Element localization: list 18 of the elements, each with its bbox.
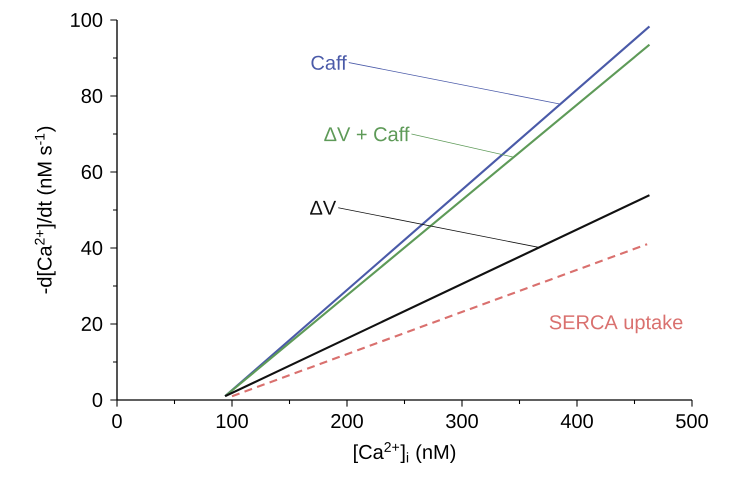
y-tick-label: 40 [81, 240, 102, 256]
x-tick-label: 0 [112, 414, 122, 428]
series-label: SERCA uptake [550, 314, 682, 334]
x-tick-label: 300 [446, 414, 478, 428]
y-axis-title: -d[Ca$^{2+}$]/dt (nM s$^{-1}$) [34, 126, 56, 294]
x-tick-label: 200 [331, 414, 363, 428]
x-tick-label: 400 [560, 414, 593, 428]
x-axis-title: [Ca$^{2+}$]$_{i}$ (nM) [354, 442, 456, 464]
text: Caff [311, 55, 347, 70]
y-tick-label: 60 [82, 164, 102, 180]
y-tick-label: 20 [82, 316, 102, 332]
y-tick-label: 0 [92, 392, 102, 408]
text: ΔV [310, 200, 336, 215]
y-tick-label: 100 [71, 12, 102, 28]
x-tick-label: 500 [676, 414, 708, 428]
text: ΔV + Caff [324, 126, 410, 142]
x-tick-label: 100 [216, 414, 248, 428]
y-tick-label: 80 [82, 88, 102, 104]
